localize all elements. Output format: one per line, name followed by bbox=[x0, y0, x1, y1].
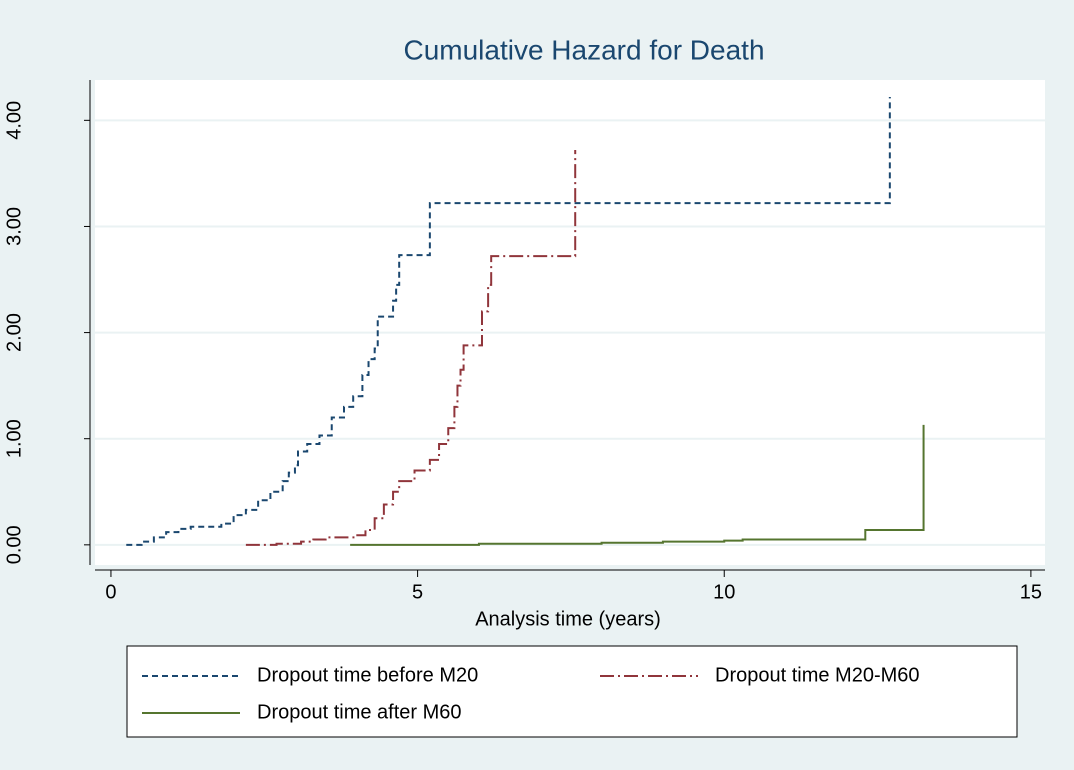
legend bbox=[126, 645, 1018, 738]
x-axis-title: Analysis time (years) bbox=[475, 608, 661, 630]
y-tick-label: 0.00 bbox=[3, 525, 25, 564]
legend-label: Dropout time after M60 bbox=[257, 701, 462, 723]
legend-label: Dropout time before M20 bbox=[257, 664, 478, 686]
y-tick-label: 4.00 bbox=[3, 101, 25, 140]
x-tick-label: 15 bbox=[1020, 581, 1042, 603]
y-tick-label: 2.00 bbox=[3, 313, 25, 352]
series-line bbox=[245, 150, 577, 546]
y-tick-label: 3.00 bbox=[3, 207, 25, 246]
series-line bbox=[126, 96, 891, 546]
legend-label: Dropout time M20-M60 bbox=[715, 664, 920, 686]
series-line bbox=[350, 424, 925, 546]
x-tick-label: 5 bbox=[412, 581, 423, 603]
chart-title: Cumulative Hazard for Death bbox=[403, 34, 764, 65]
y-tick-label: 1.00 bbox=[3, 419, 25, 458]
x-tick-label: 10 bbox=[713, 581, 735, 603]
x-tick-label: 0 bbox=[105, 581, 116, 603]
plot-area bbox=[95, 80, 1045, 565]
